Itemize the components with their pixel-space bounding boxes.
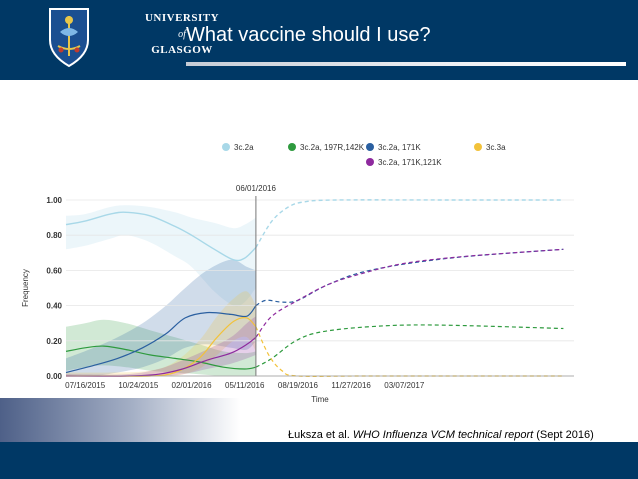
slide-footer	[0, 442, 638, 479]
ytick-label-4: 0.80	[46, 231, 62, 240]
citation: Łuksza et al. WHO Influenza VCM technica…	[288, 429, 594, 441]
ytick-label-1: 0.20	[46, 337, 62, 346]
slide-header	[0, 0, 638, 80]
legend-label-1: 3c.2a, 197R,142K	[300, 143, 365, 152]
xtick-label-2: 02/01/2016	[172, 381, 213, 390]
series-forecast-2	[255, 248, 564, 307]
series-lines	[65, 199, 564, 377]
xtick-label-0: 07/16/2015	[65, 381, 106, 390]
xtick-label-1: 10/24/2015	[118, 381, 159, 390]
xtick-label-5: 11/27/2016	[331, 381, 371, 390]
legend-swatch-0	[222, 143, 230, 151]
ytick-label-3: 0.60	[46, 266, 62, 275]
series-observed-0	[65, 211, 257, 262]
xtick-label-6: 03/07/2017	[384, 381, 425, 390]
series-observed-2	[65, 305, 257, 374]
logo-line-of: of	[178, 29, 186, 40]
logo-line-university: UNIVERSITY	[144, 12, 220, 24]
ytick-label-2: 0.40	[46, 302, 62, 311]
legend-label-3: 3c.3a	[486, 143, 506, 152]
title-underline	[186, 62, 626, 66]
university-crest-icon	[49, 8, 89, 68]
logo-line-glasgow: GLASGOW	[151, 44, 213, 56]
citation-date: (Sept 2016)	[536, 429, 594, 441]
band-1	[66, 319, 256, 377]
legend-swatch-1	[288, 143, 296, 151]
series-forecast-0	[255, 199, 564, 248]
xtick-label-3: 05/11/2016	[225, 381, 265, 390]
legend-swatch-2	[366, 143, 374, 151]
legend-label-2: 3c.2a, 171K	[378, 143, 421, 152]
legend-label-4: 3c.2a, 171K,121K	[378, 158, 442, 167]
frequency-chart: 3c.2a 3c.2a, 197R,142K 3c.2a, 171K 3c.3a 3c.…	[21, 143, 574, 404]
band-4	[66, 316, 256, 377]
chart-legend: 3c.2a 3c.2a, 197R,142K 3c.2a, 171K 3c.3a 3c.…	[222, 143, 506, 167]
y-axis-title: Frequency	[21, 269, 30, 307]
series-observed-1	[65, 345, 257, 370]
band-0	[66, 205, 256, 307]
x-axis-title: Time	[311, 395, 329, 404]
citation-journal: WHO Influenza VCM technical report	[352, 429, 534, 441]
series-forecast-1	[255, 324, 564, 368]
chart-panel: 3c.2a 3c.2a, 197R,142K 3c.2a, 171K 3c.3a 3c.…	[18, 122, 622, 404]
series-forecast-4	[255, 248, 564, 338]
xtick-label-4: 08/19/2016	[278, 381, 319, 390]
chart-axes: 0.00 0.20 0.40 0.60 0.80 1.00 06/01/2016 07/16/…	[21, 184, 574, 404]
legend-swatch-4	[366, 158, 374, 166]
band-3	[66, 291, 256, 377]
ytick-label-5: 1.00	[46, 196, 62, 205]
slide-title: What vaccine should I use?	[186, 24, 431, 46]
legend-swatch-3	[474, 143, 482, 151]
decorative-gradient-bar	[0, 398, 240, 442]
citation-author: Łuksza et al.	[288, 429, 350, 441]
series-forecast-3	[255, 326, 564, 377]
university-logo: UNIVERSITY of GLASGOW	[46, 6, 219, 72]
divider-label: 06/01/2016	[236, 184, 277, 193]
legend-label-0: 3c.2a	[234, 143, 254, 152]
confidence-bands	[66, 205, 256, 377]
ytick-label-0: 0.00	[46, 372, 62, 381]
